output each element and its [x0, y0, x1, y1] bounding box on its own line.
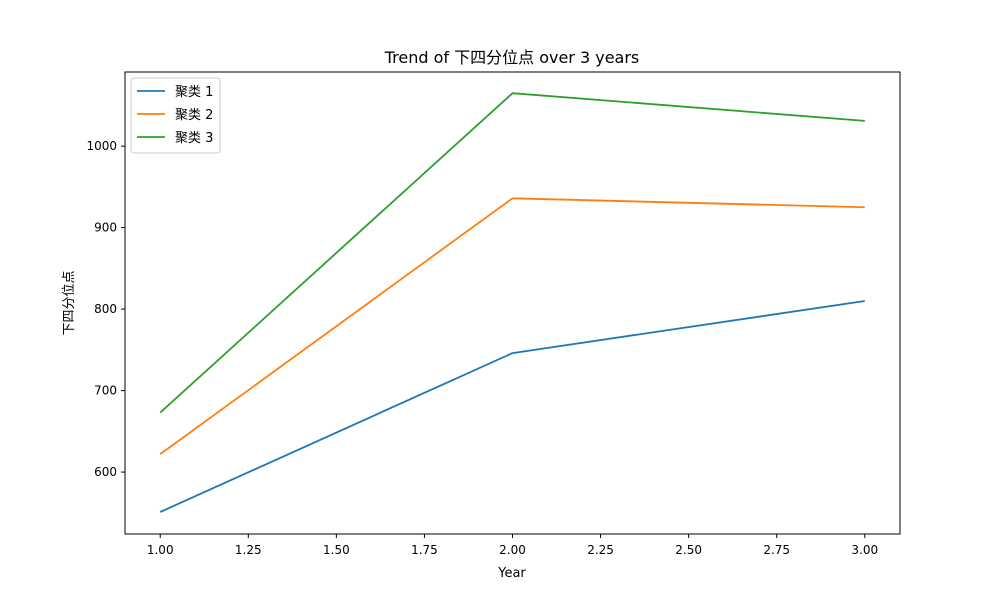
legend-label: 聚类 2	[175, 108, 213, 123]
legend: 聚类 1 聚类 2 聚类 3	[130, 77, 221, 154]
y-tick-label: 1000	[86, 139, 117, 153]
x-tick-label: 3.00	[851, 543, 878, 557]
chart-title: Trend of 下四分位点 over 3 years	[384, 48, 640, 67]
y-tick-label: 600	[94, 465, 117, 479]
y-tick-label: 700	[94, 384, 117, 398]
x-tick-label: 1.75	[411, 543, 438, 557]
x-tick-label: 1.25	[235, 543, 262, 557]
legend-label: 聚类 1	[175, 85, 213, 100]
x-tick-label: 2.50	[675, 543, 702, 557]
y-axis-label: 下四分位点	[62, 270, 77, 335]
x-axis-label: Year	[497, 566, 526, 581]
x-tick-label: 1.50	[323, 543, 350, 557]
y-tick-label: 800	[94, 302, 117, 316]
y-tick-label: 900	[94, 221, 117, 235]
series-line-3	[159, 92, 865, 414]
x-tick-label: 2.00	[499, 543, 526, 557]
y-axis-ticks: 600 700 800 900 1000	[86, 139, 125, 479]
legend-box	[130, 77, 221, 154]
series-line-2	[159, 197, 865, 455]
series-lines	[159, 92, 865, 513]
plot-area-frame	[124, 71, 901, 535]
series-line-1	[159, 300, 865, 513]
x-axis-ticks: 1.00 1.25 1.50 1.75 2.00 2.25 2.50 2.75 3.00	[147, 534, 878, 557]
x-tick-label: 1.00	[147, 543, 174, 557]
x-tick-label: 2.75	[763, 543, 790, 557]
legend-label: 聚类 3	[175, 131, 213, 146]
x-tick-label: 2.25	[587, 543, 614, 557]
